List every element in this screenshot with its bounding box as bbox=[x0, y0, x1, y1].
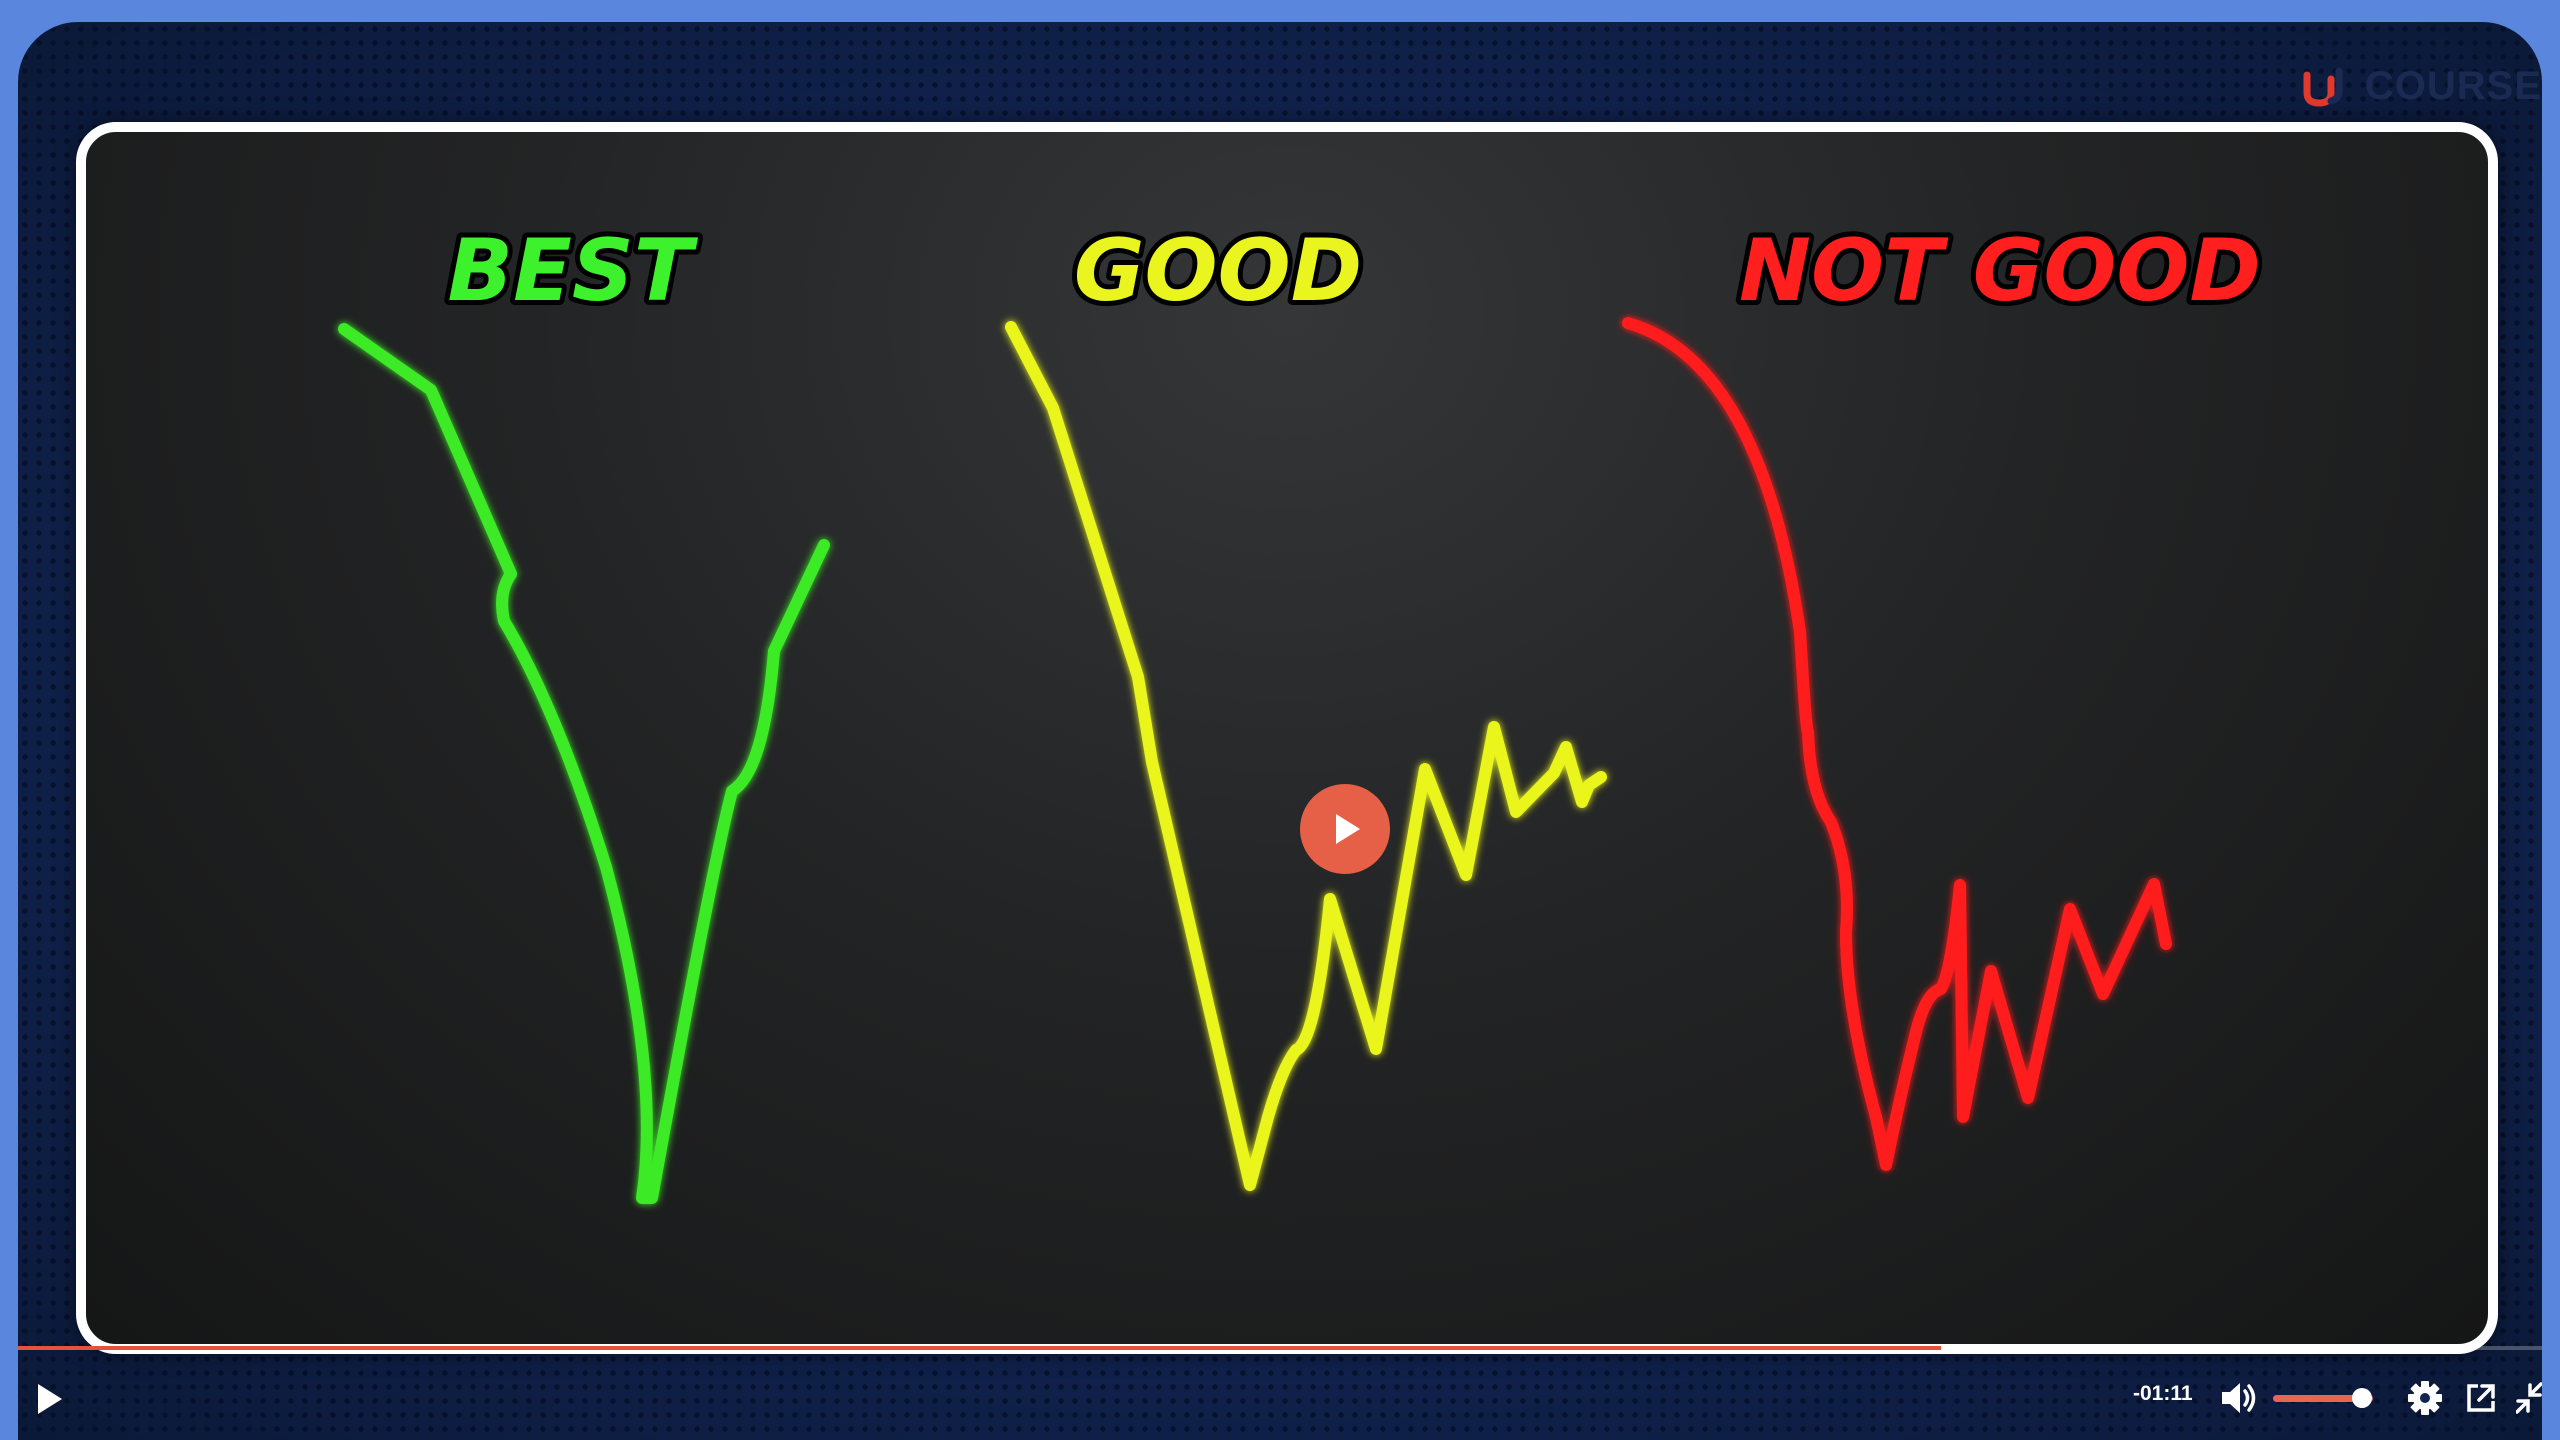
popout-icon bbox=[2467, 1384, 2495, 1412]
volume-slider-handle[interactable] bbox=[2352, 1388, 2372, 1408]
exit-fullscreen-icon bbox=[2515, 1382, 2542, 1414]
video-player[interactable]: COURSE BEST GOOD NOT GOOD bbox=[18, 22, 2542, 1440]
time-remaining: -01:11 bbox=[2133, 1382, 2193, 1405]
progress-fill bbox=[18, 1346, 1942, 1350]
brand-logo: COURSE bbox=[2301, 64, 2542, 109]
settings-gear-icon bbox=[2408, 1381, 2442, 1415]
play-button[interactable] bbox=[24, 1374, 74, 1424]
curve-not-good bbox=[1622, 317, 2172, 1171]
play-icon bbox=[1336, 814, 1360, 844]
play-icon bbox=[38, 1384, 62, 1414]
label-not-good: NOT GOOD bbox=[1739, 221, 2261, 321]
curve-best bbox=[338, 323, 830, 1204]
slide-graphic: BEST GOOD NOT GOOD bbox=[338, 216, 2266, 1204]
label-best: BEST bbox=[448, 221, 699, 321]
mute-button[interactable] bbox=[2216, 1376, 2260, 1420]
video-frame: BEST GOOD NOT GOOD bbox=[76, 122, 2498, 1354]
curve-good bbox=[1005, 321, 1607, 1191]
exit-fullscreen-button[interactable] bbox=[2515, 1377, 2542, 1419]
brand-mark-icon bbox=[2303, 67, 2343, 107]
label-good: GOOD bbox=[1074, 221, 1362, 321]
center-play-button[interactable] bbox=[1300, 784, 1390, 874]
settings-button[interactable] bbox=[2404, 1377, 2446, 1419]
volume-icon bbox=[2222, 1383, 2256, 1413]
control-bar: -01:11 bbox=[18, 1358, 2542, 1440]
brand-name: COURSE bbox=[2364, 64, 2542, 108]
progress-bar[interactable] bbox=[18, 1346, 2542, 1350]
popout-button[interactable] bbox=[2460, 1377, 2502, 1419]
volume-slider[interactable] bbox=[2273, 1395, 2373, 1402]
